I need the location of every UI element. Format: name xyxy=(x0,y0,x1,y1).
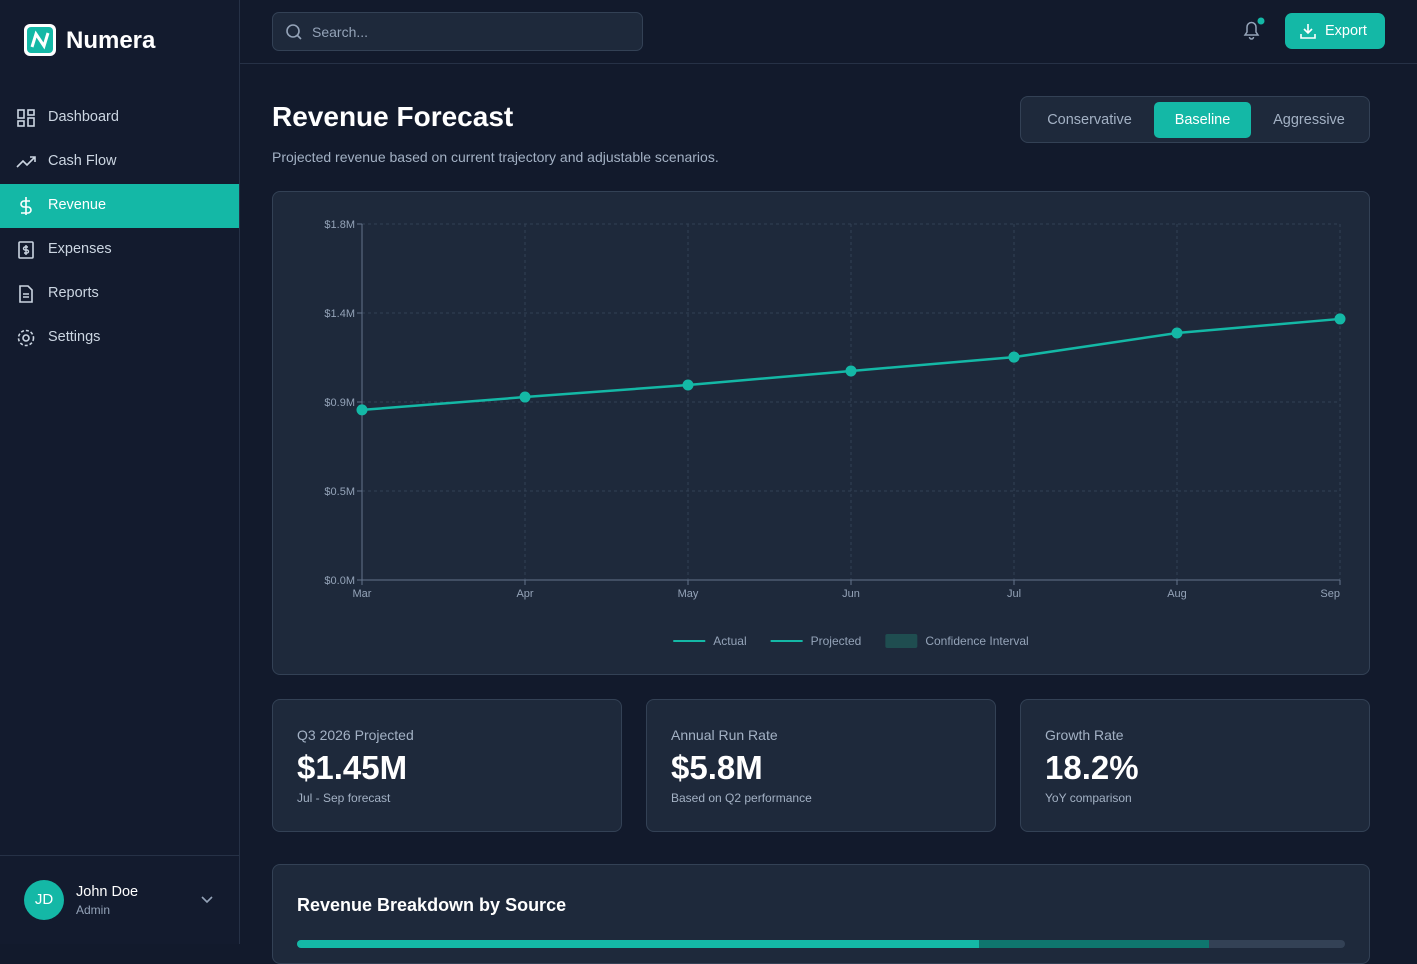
legend-label: Projected xyxy=(811,634,862,648)
scenario-switch: Conservative Baseline Aggressive xyxy=(1020,96,1370,143)
data-point xyxy=(1171,327,1183,339)
y-tick-label: $1.8M xyxy=(324,219,355,231)
legend-item[interactable]: Confidence Interval xyxy=(885,634,1029,648)
kpi-card: Q3 2026 Projected $1.45M Jul - Sep forec… xyxy=(272,699,622,832)
y-tick-label: $0.0M xyxy=(324,575,355,587)
scenario-button[interactable]: Aggressive xyxy=(1273,112,1345,128)
kpi-note: YoY comparison xyxy=(1045,791,1132,805)
search-box[interactable]: Search... xyxy=(272,12,643,51)
x-tick-label: Jun xyxy=(842,588,860,600)
nav-item[interactable]: Reports xyxy=(0,272,239,316)
data-point xyxy=(1008,351,1020,363)
user-role: Admin xyxy=(76,903,111,917)
legend-label: Actual xyxy=(713,634,746,648)
chart: $0.0M $0.5M $0.9M $1.4M $1.8M Mar Apr May Jun Jul… xyxy=(324,219,1346,648)
scenario-button[interactable]: Baseline xyxy=(1154,102,1251,138)
nav-label: Settings xyxy=(48,329,101,345)
nav-label: Reports xyxy=(48,285,99,301)
y-tick-label: $1.4M xyxy=(324,308,355,320)
sidebar: Numera Dashboard Cash Flow Revenue Expen… xyxy=(0,0,240,944)
kpi-label: Growth Rate xyxy=(1045,727,1124,743)
kpi-note: Jul - Sep forecast xyxy=(297,791,391,805)
x-tick-label: May xyxy=(678,588,699,600)
nav-label: Expenses xyxy=(48,241,112,257)
kpi-label: Q3 2026 Projected xyxy=(297,727,414,743)
y-tick-label: $0.5M xyxy=(324,486,355,498)
nav-item[interactable]: Settings xyxy=(0,316,239,360)
avatar: JD xyxy=(24,880,64,920)
page-title: Revenue Forecast xyxy=(272,101,514,132)
nav-label: Dashboard xyxy=(48,109,119,125)
page-subtitle: Projected revenue based on current traje… xyxy=(272,149,719,165)
notifications[interactable] xyxy=(1240,16,1268,44)
scenario-button[interactable]: Conservative xyxy=(1047,112,1132,128)
kpi-label: Annual Run Rate xyxy=(671,727,778,743)
export-label: Export xyxy=(1325,23,1367,39)
x-tick-label: Mar xyxy=(353,588,372,600)
kpi-value: $5.8M xyxy=(671,749,763,786)
user-name: John Doe xyxy=(76,884,139,900)
legend-swatch xyxy=(885,634,918,648)
x-tick-label: Aug xyxy=(1167,588,1187,600)
brand: Numera xyxy=(66,27,156,54)
chart-card: $0.0M $0.5M $0.9M $1.4M $1.8M Mar Apr May Jun Jul… xyxy=(272,191,1370,675)
nav-item[interactable]: Cash Flow xyxy=(0,140,239,184)
x-tick-label: Sep xyxy=(1320,588,1340,600)
legend-item[interactable]: Projected xyxy=(770,634,862,648)
breakdown-bar xyxy=(297,940,1345,948)
x-tick-label: Jul xyxy=(1007,588,1021,600)
kpi-card: Growth Rate 18.2% YoY comparison xyxy=(1020,699,1370,832)
legend-label: Confidence Interval xyxy=(925,634,1028,648)
breakdown-card: Revenue Breakdown by Source xyxy=(272,864,1370,964)
divider xyxy=(0,855,239,856)
nav-item[interactable]: Dashboard xyxy=(0,96,239,140)
data-point xyxy=(845,365,857,377)
nav-label: Revenue xyxy=(48,197,107,213)
nav-item[interactable]: Revenue xyxy=(0,184,239,228)
data-point xyxy=(519,391,531,403)
kpi-value: $1.45M xyxy=(297,749,408,786)
kpi-value: 18.2% xyxy=(1045,749,1139,786)
topbar xyxy=(240,0,1417,64)
kpi-note: Based on Q2 performance xyxy=(671,791,812,805)
data-point xyxy=(1334,313,1346,325)
y-tick-label: $0.9M xyxy=(324,397,355,409)
logo xyxy=(24,24,56,56)
nav-label: Cash Flow xyxy=(48,153,117,169)
data-point xyxy=(682,379,694,391)
nav-item[interactable]: Expenses xyxy=(0,228,239,272)
chevron[interactable] xyxy=(200,894,214,906)
legend-item[interactable]: Actual xyxy=(673,634,747,648)
export-button[interactable]: Export xyxy=(1285,13,1385,49)
data-point xyxy=(356,404,368,416)
breakdown-title: Revenue Breakdown by Source xyxy=(297,895,567,915)
search-placeholder: Search... xyxy=(312,24,369,40)
x-tick-label: Apr xyxy=(516,588,533,600)
kpi-card: Annual Run Rate $5.8M Based on Q2 perfor… xyxy=(646,699,996,832)
